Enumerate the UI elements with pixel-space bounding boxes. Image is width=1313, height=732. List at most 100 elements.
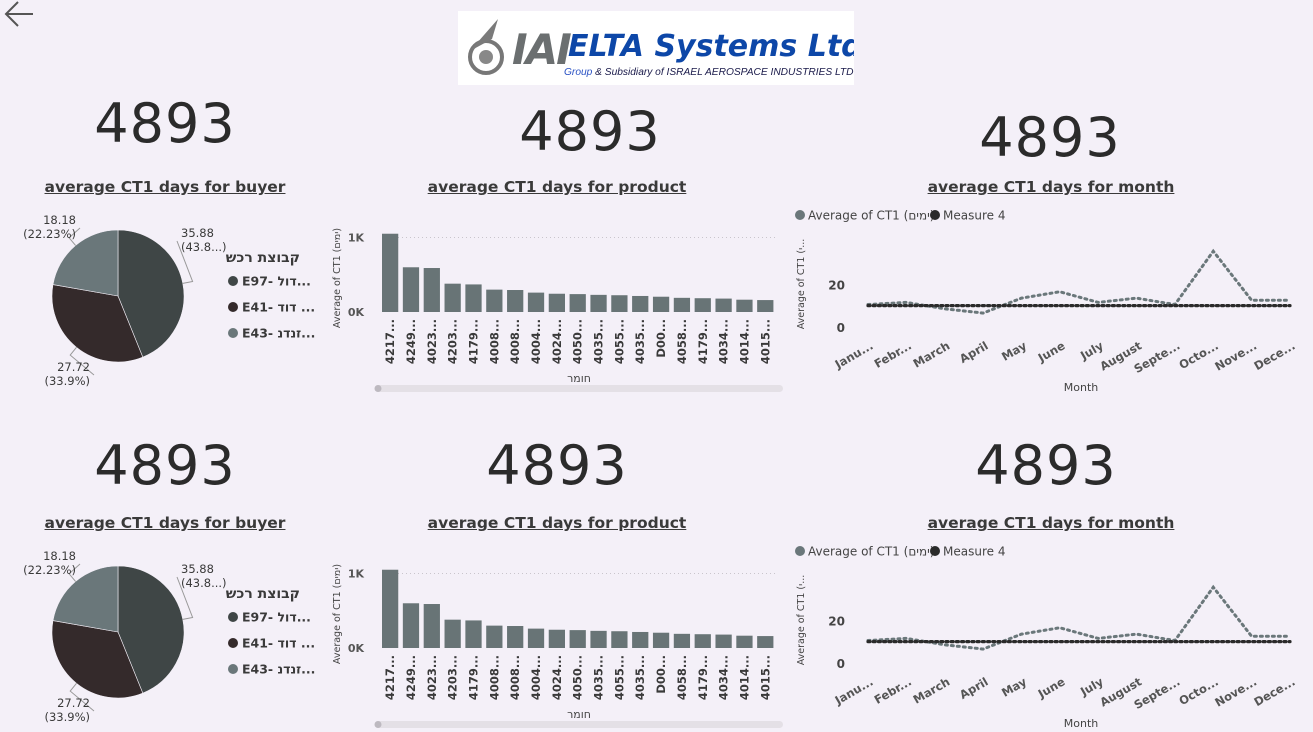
pie-slice — [51, 284, 144, 363]
legend-marker — [228, 664, 238, 674]
x-tick-label: 4179... — [696, 319, 710, 364]
bar — [736, 635, 753, 648]
x-tick-label: Dece... — [1251, 338, 1297, 373]
pie-leader-line — [68, 563, 81, 582]
x-tick-label: D00... — [654, 319, 668, 358]
x-tick-label: Dece... — [1251, 674, 1297, 709]
visual-title-product: average CT1 days for product — [427, 178, 687, 196]
legend-label: Average of CT1 (ימים) — [808, 209, 934, 223]
y-tick-label: 20 — [828, 278, 845, 292]
legend-marker — [795, 546, 805, 556]
visual-title-buyer: average CT1 days for buyer — [44, 514, 286, 532]
bar — [423, 604, 440, 648]
x-tick-label: 4179... — [696, 655, 710, 700]
bar — [486, 289, 503, 312]
bar — [548, 293, 565, 312]
pie-data-label: 27.72 — [57, 360, 90, 374]
y-tick-label: 1K — [348, 567, 365, 580]
legend-label: E97- דול... — [242, 274, 311, 289]
bar — [527, 628, 545, 648]
pie-slice — [51, 620, 144, 699]
legend-title: קבוצת רכש — [226, 250, 300, 266]
bar-chart-product[interactable]: 1K 0K Average of CT1 (ימים) 4217... 4249... 4… — [326, 536, 790, 732]
bar — [590, 294, 607, 312]
x-tick-label: April — [957, 674, 991, 701]
pie-percent-label: (43.8...) — [181, 240, 227, 254]
bar — [715, 298, 732, 312]
x-tick-label: D00... — [654, 655, 668, 694]
pie-percent-label: (22.23%) — [23, 563, 76, 577]
pie-leader-line — [176, 576, 194, 620]
line-chart-month[interactable]: Average of CT1 (ימים) Measure 4 20 0 Average… — [790, 536, 1310, 732]
x-axis-label: חומר — [567, 372, 591, 385]
bar — [611, 295, 628, 312]
kpi-card-month: 4893 — [979, 106, 1121, 169]
line-chart-month[interactable]: Average of CT1 (ימים) Measure 4 20 0 Average… — [790, 200, 1310, 400]
x-tick-label: 4035... — [633, 655, 647, 700]
visual-title-month: average CT1 days for month — [927, 178, 1175, 196]
bar — [465, 620, 482, 648]
x-axis-label: Month — [1064, 381, 1099, 394]
y-axis-label: Average of CT1 (י... — [796, 239, 807, 330]
x-tick-label: 4035... — [592, 655, 606, 700]
legend-label: Average of CT1 (ימים) — [808, 545, 934, 559]
x-tick-label: April — [957, 338, 991, 365]
pie-percent-label: (33.9%) — [44, 374, 90, 388]
x-tick-label: 4055... — [612, 655, 626, 700]
pie-leader-line — [69, 683, 95, 712]
x-tick-label: 4050... — [571, 319, 585, 364]
x-axis-label: חומר — [567, 708, 591, 721]
y-axis-label: Average of CT1 (ימים) — [332, 564, 343, 664]
x-tick-label: Febr... — [872, 674, 914, 706]
bar — [402, 267, 420, 312]
x-tick-label: 4024... — [550, 319, 564, 364]
pie-chart-buyer[interactable]: 35.88(43.8...) 27.72(33.9%) 18.18(22.23%) ק… — [0, 536, 330, 732]
bar — [507, 626, 524, 648]
bar — [382, 569, 399, 648]
logo-title: ELTA Systems Ltd. — [568, 29, 854, 64]
bar — [402, 603, 420, 648]
pie-data-label: 27.72 — [57, 696, 90, 710]
x-tick-label: 4008... — [487, 319, 501, 364]
bar — [527, 292, 545, 312]
x-tick-label: 4004... — [529, 655, 543, 700]
x-tick-label: 4004... — [529, 319, 543, 364]
bar — [465, 284, 482, 312]
x-tick-label: 4014... — [737, 655, 751, 700]
bar — [507, 290, 524, 312]
pie-chart-buyer[interactable]: 35.88(43.8...) 27.72(33.9%) 18.18(22.23%) ק… — [0, 200, 330, 400]
pie-data-label: 18.18 — [43, 213, 76, 227]
x-tick-label: 4034... — [717, 319, 731, 364]
pie-data-label: 35.88 — [181, 562, 214, 576]
pie-percent-label: (33.9%) — [44, 710, 90, 724]
pie-slice — [117, 229, 185, 358]
scrollbar-track — [376, 385, 783, 392]
x-tick-label: June — [1035, 338, 1068, 365]
x-tick-label: Janu... — [832, 674, 876, 707]
x-tick-label: 4024... — [550, 655, 564, 700]
legend-label: E41- דוד ... — [242, 300, 315, 315]
pie-leader-line — [68, 227, 81, 246]
back-button[interactable] — [2, 0, 36, 30]
scrollbar-track — [376, 721, 783, 728]
x-axis-label: Month — [1064, 717, 1099, 730]
bar — [652, 632, 670, 648]
x-tick-label: March — [911, 674, 953, 706]
x-tick-label: June — [1035, 674, 1068, 701]
pie-data-label: 18.18 — [43, 549, 76, 563]
scrollbar-thumb — [374, 385, 382, 392]
pie-percent-label: (43.8...) — [181, 576, 227, 590]
x-tick-label: May — [999, 338, 1029, 364]
x-tick-label: 4008... — [508, 655, 522, 700]
kpi-card-buyer: 4893 — [94, 434, 236, 497]
x-tick-label: 4217... — [383, 319, 397, 364]
bar-chart-product[interactable]: 1K 0K Average of CT1 (ימים) 4217... 4249... 4… — [326, 200, 790, 400]
x-tick-label: 4023... — [425, 655, 439, 700]
x-tick-label: Octo... — [1176, 674, 1220, 708]
legend-label: E97- דול... — [242, 610, 311, 625]
bar — [694, 634, 711, 648]
y-tick-label: 0K — [348, 642, 365, 655]
bar — [632, 295, 649, 312]
x-tick-label: 4179... — [466, 655, 480, 700]
kpi-card-buyer: 4893 — [94, 92, 236, 155]
